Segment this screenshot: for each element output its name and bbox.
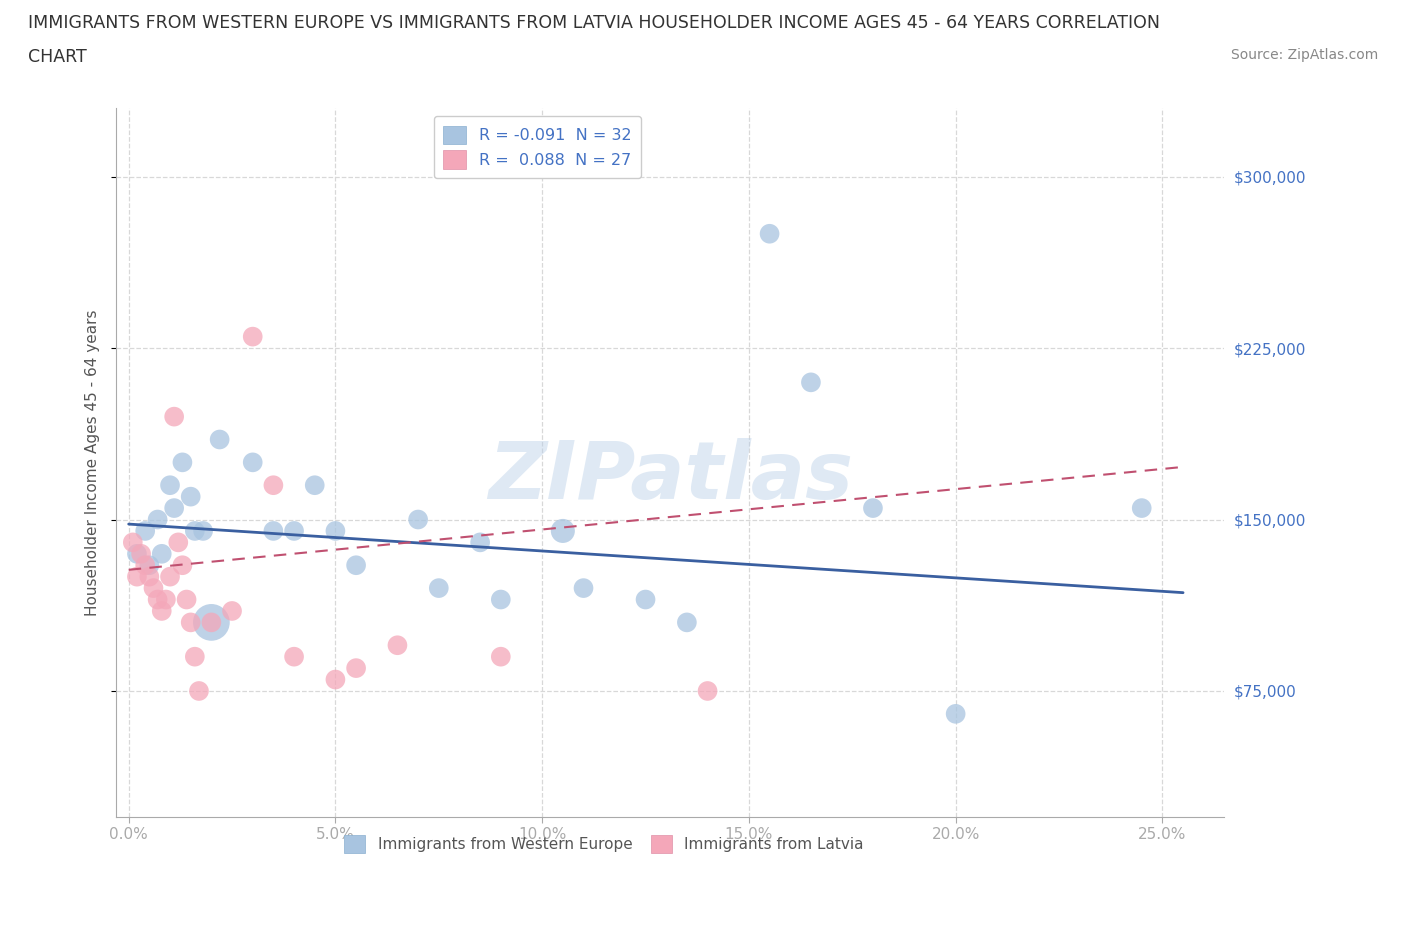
Point xyxy=(427,580,450,595)
Point xyxy=(283,524,305,538)
Point xyxy=(242,329,264,344)
Point xyxy=(200,615,222,630)
Point xyxy=(634,592,657,607)
Point xyxy=(146,592,169,607)
Point xyxy=(696,684,718,698)
Point xyxy=(325,524,347,538)
Point xyxy=(176,592,198,607)
Text: IMMIGRANTS FROM WESTERN EUROPE VS IMMIGRANTS FROM LATVIA HOUSEHOLDER INCOME AGES: IMMIGRANTS FROM WESTERN EUROPE VS IMMIGR… xyxy=(28,14,1160,32)
Point xyxy=(283,649,305,664)
Legend: Immigrants from Western Europe, Immigrants from Latvia: Immigrants from Western Europe, Immigran… xyxy=(337,829,870,858)
Point xyxy=(180,489,202,504)
Point xyxy=(1130,500,1153,515)
Point xyxy=(489,649,512,664)
Point xyxy=(125,546,148,561)
Point xyxy=(862,500,884,515)
Point xyxy=(188,684,211,698)
Point xyxy=(945,707,967,722)
Text: CHART: CHART xyxy=(28,48,87,66)
Text: ZIPatlas: ZIPatlas xyxy=(488,437,853,515)
Point xyxy=(155,592,177,607)
Point xyxy=(121,535,143,550)
Point xyxy=(180,615,202,630)
Point xyxy=(191,524,214,538)
Point xyxy=(134,524,156,538)
Point xyxy=(134,558,156,573)
Point xyxy=(138,558,160,573)
Point xyxy=(304,478,326,493)
Point xyxy=(138,569,160,584)
Point xyxy=(184,649,207,664)
Point xyxy=(551,524,574,538)
Point xyxy=(800,375,823,390)
Text: Source: ZipAtlas.com: Source: ZipAtlas.com xyxy=(1230,48,1378,62)
Point xyxy=(172,455,194,470)
Point xyxy=(163,500,186,515)
Point xyxy=(758,226,780,241)
Point xyxy=(184,524,207,538)
Point xyxy=(159,478,181,493)
Point xyxy=(406,512,429,527)
Point xyxy=(146,512,169,527)
Point xyxy=(150,546,173,561)
Point xyxy=(129,546,152,561)
Point xyxy=(572,580,595,595)
Point xyxy=(242,455,264,470)
Y-axis label: Householder Income Ages 45 - 64 years: Householder Income Ages 45 - 64 years xyxy=(86,309,100,616)
Point xyxy=(676,615,699,630)
Point xyxy=(172,558,194,573)
Point xyxy=(344,558,367,573)
Point xyxy=(163,409,186,424)
Point xyxy=(489,592,512,607)
Point xyxy=(125,569,148,584)
Point xyxy=(262,478,284,493)
Point xyxy=(325,672,347,687)
Point xyxy=(387,638,409,653)
Point xyxy=(150,604,173,618)
Point xyxy=(262,524,284,538)
Point xyxy=(167,535,190,550)
Point xyxy=(208,432,231,447)
Point xyxy=(159,569,181,584)
Point xyxy=(142,580,165,595)
Point xyxy=(344,660,367,675)
Point xyxy=(221,604,243,618)
Point xyxy=(468,535,491,550)
Point xyxy=(200,615,222,630)
